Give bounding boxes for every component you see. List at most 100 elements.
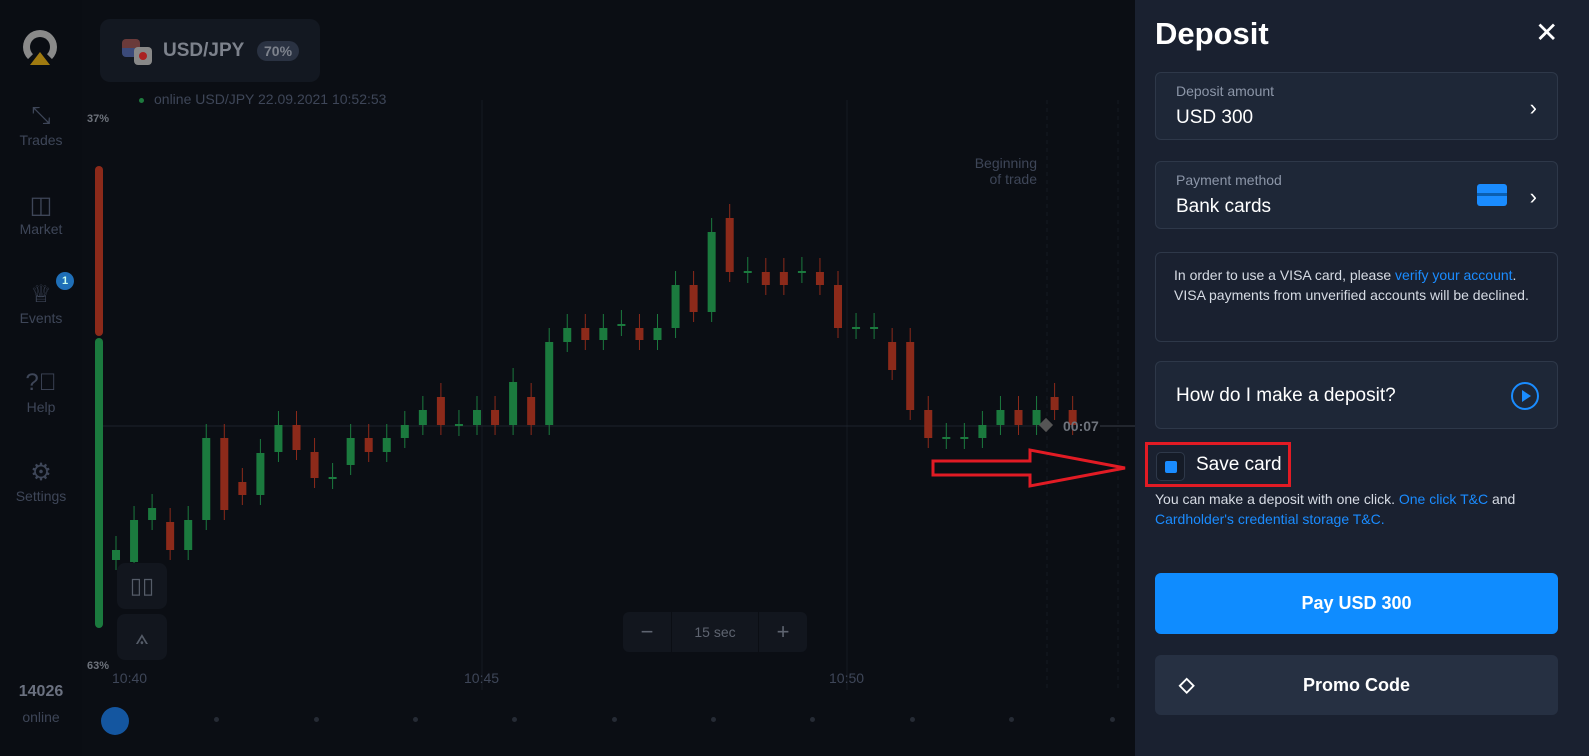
diamond-icon: ◇ — [1179, 674, 1195, 696]
candle — [779, 272, 788, 285]
field-value: Bank cards — [1176, 196, 1272, 217]
promo-label: Promo Code — [1302, 675, 1410, 695]
candle — [635, 328, 644, 340]
candle — [743, 271, 752, 273]
field-value: USD 300 — [1176, 107, 1254, 128]
candle — [671, 285, 680, 328]
how-to-deposit-button[interactable]: How do I make a deposit? — [1155, 361, 1558, 429]
candle — [815, 272, 824, 285]
compass-icon: ⟑ — [135, 624, 149, 649]
visa-info-box: In order to use a VISA card, please veri… — [1155, 252, 1558, 342]
promo-code-button[interactable]: ◇ Promo Code — [1155, 655, 1558, 715]
status-text: online USD/JPY 22.09.2021 10:52:53 — [154, 91, 387, 107]
drawing-tools-button[interactable]: ⟑ — [117, 614, 167, 660]
sidebar: ⤡ Trades ◫ Market ♕ 1 Events ?⃝ Help ⚙ Setting… — [0, 0, 82, 756]
sidebar-item-label: Help — [26, 399, 56, 415]
candle — [888, 342, 897, 370]
candles-icon: ▯▯ — [129, 573, 155, 598]
close-icon[interactable]: ✕ — [1535, 17, 1559, 48]
save-card-note: You can make a deposit with one click. O… — [1155, 489, 1575, 529]
candle — [418, 410, 427, 425]
sidebar-item-settings[interactable]: ⚙ Settings — [0, 458, 82, 504]
candle — [184, 520, 193, 550]
bag-icon: ◫ — [29, 192, 53, 219]
timeline-dot — [711, 717, 716, 722]
candle — [491, 410, 500, 425]
time-label: 10:50 — [829, 670, 865, 686]
avatar[interactable] — [101, 707, 129, 735]
timeline-dot — [1009, 717, 1014, 722]
candle — [797, 271, 806, 273]
candle — [202, 438, 211, 520]
candle — [1032, 410, 1041, 425]
candle — [364, 438, 373, 452]
sentiment-down: 63% — [87, 660, 110, 672]
save-card-label[interactable]: Save card — [1196, 454, 1282, 475]
sidebar-item-help[interactable]: ?⃝ Help — [0, 369, 82, 415]
candle — [834, 285, 842, 328]
timeframe-control: − 15 sec + — [623, 612, 807, 652]
candle — [960, 437, 969, 439]
asset-status: online USD/JPY 22.09.2021 10:52:53 — [139, 91, 386, 107]
candle — [454, 424, 463, 426]
candle — [1068, 410, 1077, 425]
credential-storage-tc-link[interactable]: Cardholder's credential storage T&C. — [1155, 511, 1385, 527]
logo[interactable] — [23, 30, 57, 64]
candle — [220, 438, 229, 510]
candle — [870, 327, 879, 329]
candle — [112, 550, 120, 560]
gear-icon: ⚙ — [30, 459, 52, 486]
save-card-checkbox[interactable] — [1156, 452, 1185, 481]
candle — [545, 342, 554, 425]
sentiment-up: 37% — [87, 113, 110, 125]
timeline-dot — [512, 717, 517, 722]
candle — [707, 232, 716, 312]
sidebar-item-label: Settings — [15, 488, 67, 504]
verify-account-link[interactable]: verify your account — [1395, 267, 1513, 283]
candlestick-chart[interactable] — [0, 0, 1135, 756]
panel-title: Deposit — [1155, 16, 1269, 51]
timeline-dot — [314, 717, 319, 722]
trophy-icon: ♕ — [30, 281, 52, 308]
field-label: Payment method — [1176, 172, 1282, 188]
candle — [996, 410, 1005, 425]
online-label: online — [22, 709, 60, 725]
zoom-out-button[interactable]: − — [640, 619, 654, 644]
save-card-highlight: Save card — [1145, 442, 1291, 487]
payment-method-field[interactable]: Payment method Bank cards › — [1155, 161, 1558, 229]
time-label: 10:45 — [464, 670, 500, 686]
info-text: In order to use a VISA card, please — [1174, 267, 1396, 283]
candle — [166, 522, 175, 550]
sidebar-item-events[interactable]: ♕ 1 Events — [0, 272, 82, 326]
sidebar-item-trades[interactable]: ⤡ Trades — [0, 102, 82, 148]
asset-selector[interactable]: USD/JPY 70% — [100, 19, 320, 82]
sentiment-up-bar — [95, 338, 103, 628]
one-click-tc-link[interactable]: One click T&C — [1398, 491, 1489, 507]
candle — [942, 437, 951, 439]
info-text: . VISA payments from unverified accounts… — [1174, 267, 1529, 303]
jp-flag-icon — [134, 47, 152, 65]
sidebar-item-market[interactable]: ◫ Market — [0, 191, 82, 237]
candle — [599, 328, 608, 340]
note-text: and — [1488, 491, 1516, 507]
red-arrow-annotation — [931, 448, 1126, 488]
trade-timer: 00:07 — [1063, 418, 1099, 434]
sidebar-item-label: Events — [19, 310, 63, 326]
deposit-panel: Deposit ✕ Deposit amount USD 300 › Payme… — [1135, 0, 1589, 756]
candle — [761, 272, 770, 285]
candle — [581, 328, 590, 340]
events-badge: 1 — [56, 272, 74, 290]
chart-type-button[interactable]: ▯▯ — [117, 563, 167, 609]
deposit-amount-field[interactable]: Deposit amount USD 300 › — [1155, 72, 1558, 140]
candle — [852, 327, 861, 329]
help-icon: ?⃝ — [25, 369, 57, 396]
pay-button[interactable]: Pay USD 300 — [1155, 573, 1558, 634]
how-label: How do I make a deposit? — [1176, 385, 1396, 406]
timeline-dot — [1110, 717, 1115, 722]
zoom-in-button[interactable]: + — [776, 619, 790, 644]
logo-mark — [30, 52, 50, 65]
chevron-right-icon: › — [1529, 184, 1537, 209]
candle — [436, 397, 445, 425]
asset-name: USD/JPY — [163, 40, 245, 61]
time-label: 10:40 — [112, 670, 148, 686]
